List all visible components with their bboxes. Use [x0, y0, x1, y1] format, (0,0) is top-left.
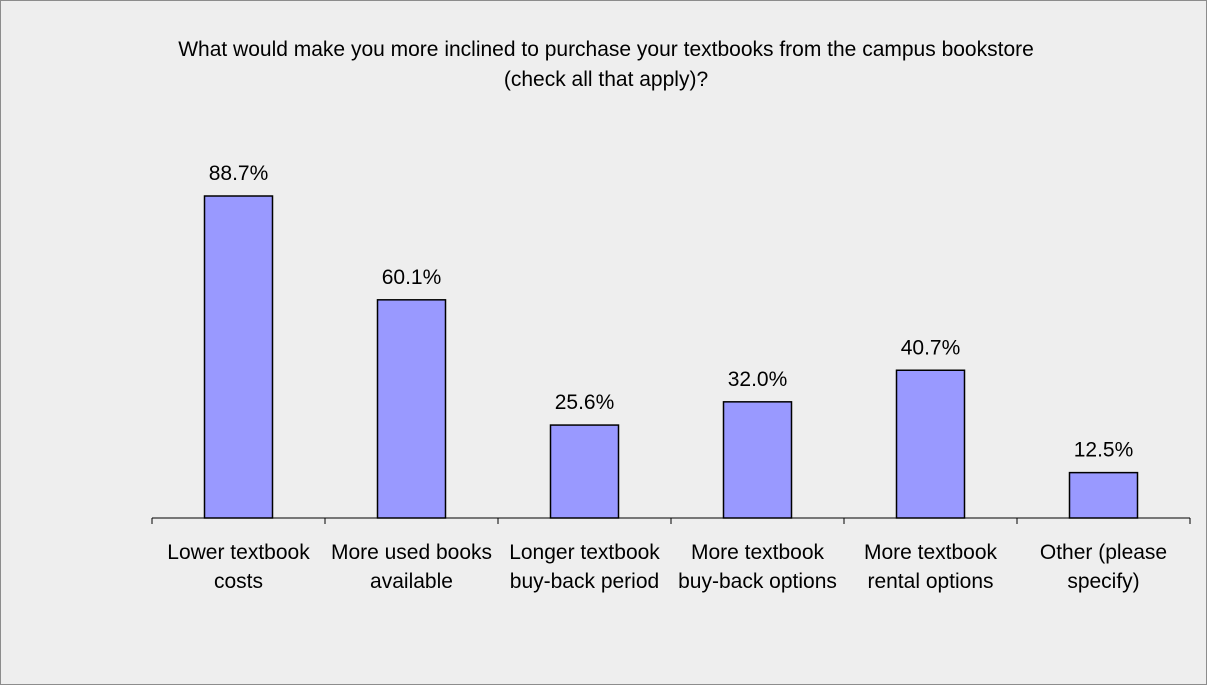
- value-label: 40.7%: [901, 336, 961, 359]
- value-label: 25.6%: [555, 391, 615, 414]
- value-label: 32.0%: [728, 368, 788, 391]
- value-label: 88.7%: [209, 162, 269, 185]
- bar: [1068, 471, 1139, 519]
- x-tick-label: Lower textbook costs: [167, 541, 310, 593]
- bar: [722, 401, 793, 519]
- x-tick-label: More textbook buy-back options: [678, 541, 837, 593]
- value-label: 60.1%: [382, 266, 442, 289]
- x-tick-label: Other (please specify): [1039, 541, 1168, 593]
- bar: [376, 299, 447, 519]
- chart-title: What would make you more inclined to pur…: [178, 38, 1034, 91]
- x-tick-label: More used books available: [330, 541, 493, 593]
- value-label: 12.5%: [1074, 439, 1134, 462]
- bar: [895, 369, 966, 519]
- bar: [203, 195, 274, 519]
- x-tick-label: Longer textbook buy-back period: [509, 541, 660, 593]
- bar: [549, 424, 620, 519]
- x-tick-label: More textbook rental options: [863, 541, 998, 593]
